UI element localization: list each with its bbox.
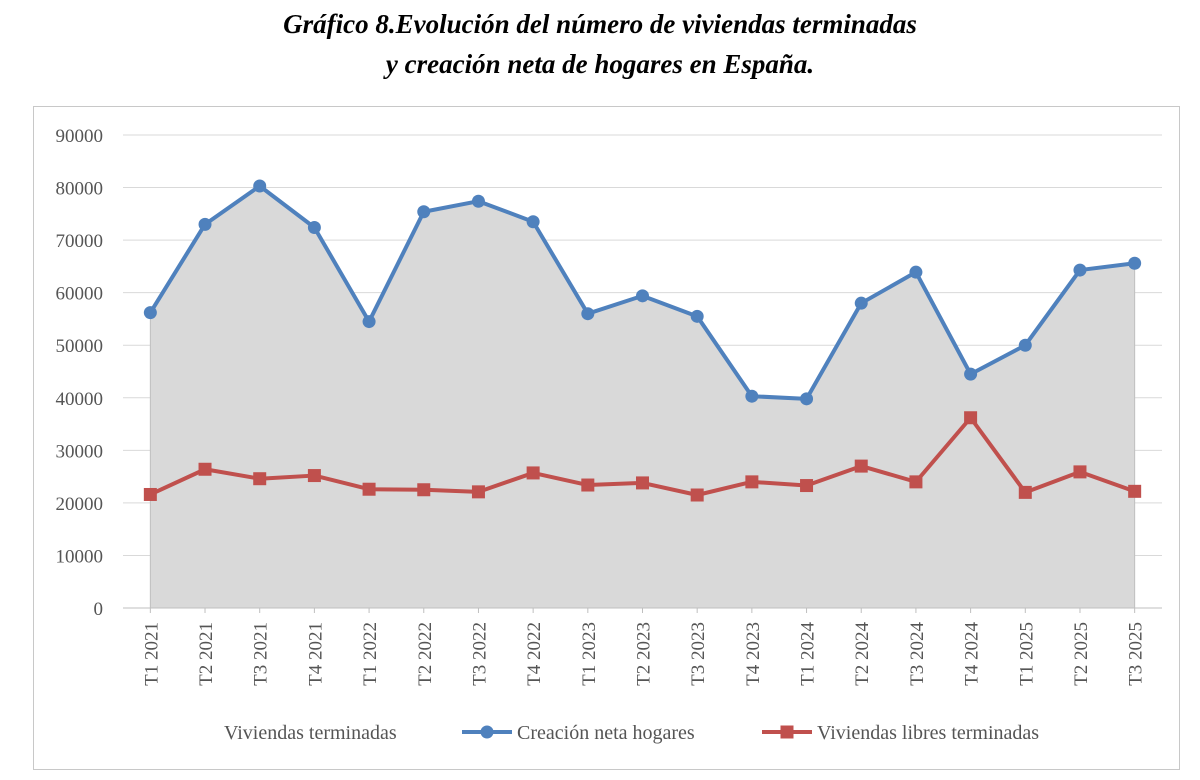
x-tick-label: T3 2021 <box>251 622 272 686</box>
creacion-neta-hogares-point <box>964 367 978 381</box>
viviendas-libres-terminadas-point <box>417 483 431 497</box>
y-tick-label: 40000 <box>56 389 104 410</box>
creacion-neta-hogares-point <box>1073 263 1087 277</box>
legend: Viviendas terminadas Creación neta hogare… <box>224 722 1039 744</box>
y-tick-label: 60000 <box>56 284 104 305</box>
viviendas-libres-terminadas-point <box>471 485 485 499</box>
creacion-neta-hogares-point <box>1018 338 1032 352</box>
line-series <box>143 179 1142 502</box>
viviendas-libres-terminadas-point <box>253 472 267 486</box>
viviendas-libres-terminadas-point <box>581 478 595 492</box>
y-axis-tick-labels: 0 10000 20000 30000 40000 50000 60000 70000 8000… <box>56 126 104 620</box>
x-tick-label: T3 2025 <box>1126 622 1147 686</box>
creacion-neta-hogares-point <box>1128 256 1142 270</box>
legend-label-viviendas-terminadas: Viviendas terminadas <box>224 722 397 744</box>
creacion-neta-hogares-point <box>471 194 485 208</box>
y-tick-label: 30000 <box>56 441 104 462</box>
creacion-neta-hogares-point <box>253 179 267 193</box>
legend-marker-creacion <box>480 725 494 739</box>
x-tick-label: T1 2021 <box>141 622 162 686</box>
x-tick-label: T4 2023 <box>743 622 764 686</box>
creacion-neta-hogares-point <box>362 315 376 329</box>
viviendas-libres-terminadas-point <box>1128 484 1142 498</box>
x-tick-label: T1 2025 <box>1016 622 1037 686</box>
chart-title: Gráfico 8.Evolución del número de vivien… <box>0 4 1200 84</box>
creacion-neta-hogares-point <box>800 392 814 406</box>
creacion-neta-hogares-point <box>909 265 923 279</box>
viviendas-libres-terminadas-point <box>800 479 814 493</box>
x-tick-label: T3 2022 <box>469 622 490 686</box>
x-tick-label: T4 2021 <box>305 622 326 686</box>
creacion-neta-hogares-point <box>417 205 431 219</box>
legend-label-libres: Viviendas libres terminadas <box>817 722 1039 744</box>
creacion-neta-hogares-point <box>307 220 321 234</box>
chart-frame <box>33 106 1180 770</box>
creacion-neta-hogares-point <box>526 215 540 229</box>
y-tick-label: 10000 <box>56 546 104 567</box>
viviendas-libres-terminadas-point <box>909 475 923 489</box>
creacion-neta-hogares-point <box>690 309 704 323</box>
viviendas-libres-terminadas-point <box>1073 465 1087 479</box>
viviendas-libres-terminadas-point <box>307 469 321 483</box>
creacion-neta-hogares-point <box>143 306 157 320</box>
area-viviendas-terminadas <box>149 185 1136 609</box>
creacion-neta-hogares-point <box>198 217 212 231</box>
viviendas-libres-terminadas-point <box>143 487 157 501</box>
y-tick-label: 80000 <box>56 179 104 200</box>
y-tick-label: 70000 <box>56 231 104 252</box>
legend-label-creacion: Creación neta hogares <box>517 722 695 744</box>
viviendas-libres-terminadas-point <box>964 411 978 425</box>
viviendas-libres-terminadas-point <box>198 462 212 476</box>
x-tick-label: T4 2024 <box>962 622 983 686</box>
chart-title-line-1: Gráfico 8.Evolución del número de vivien… <box>283 9 917 39</box>
viviendas-libres-terminadas-point <box>745 475 759 489</box>
area-series <box>149 185 1136 609</box>
x-tick-label: T2 2023 <box>634 622 655 686</box>
legend-marker-libres <box>780 725 794 739</box>
x-axis-tick-labels: T1 2021 T2 2021 T3 2021 T4 2021 T1 2022 T2 20… <box>141 622 1146 686</box>
viviendas-libres-terminadas-point <box>690 488 704 502</box>
x-tick-label: T2 2024 <box>852 622 873 686</box>
y-tick-label: 0 <box>94 599 104 620</box>
x-tick-label: T3 2024 <box>907 622 928 686</box>
viviendas-libres-terminadas-point <box>362 482 376 496</box>
x-tick-label: T2 2021 <box>196 622 217 686</box>
viviendas-libres-terminadas-point <box>854 459 868 473</box>
x-tick-label: T3 2023 <box>688 622 709 686</box>
x-tick-label: T1 2023 <box>579 622 600 686</box>
creacion-neta-hogares-point <box>745 389 759 403</box>
y-tick-label: 90000 <box>56 126 104 147</box>
viviendas-libres-terminadas-point <box>636 476 649 490</box>
creacion-neta-hogares-point <box>581 307 595 321</box>
chart-title-line-2: y creación neta de hogares en España. <box>385 49 815 79</box>
creacion-neta-hogares-point <box>636 289 649 303</box>
x-tick-label: T4 2022 <box>524 622 545 686</box>
y-tick-label: 20000 <box>56 494 104 515</box>
viviendas-libres-terminadas-point <box>1018 485 1032 499</box>
x-tick-label: T1 2022 <box>360 622 381 686</box>
x-tick-label: T2 2022 <box>415 622 436 686</box>
creacion-neta-hogares-point <box>854 296 868 310</box>
x-tick-label: T1 2024 <box>798 622 819 686</box>
viviendas-libres-terminadas-point <box>526 466 540 480</box>
x-tick-label: T2 2025 <box>1071 622 1092 686</box>
y-tick-label: 50000 <box>56 336 104 357</box>
